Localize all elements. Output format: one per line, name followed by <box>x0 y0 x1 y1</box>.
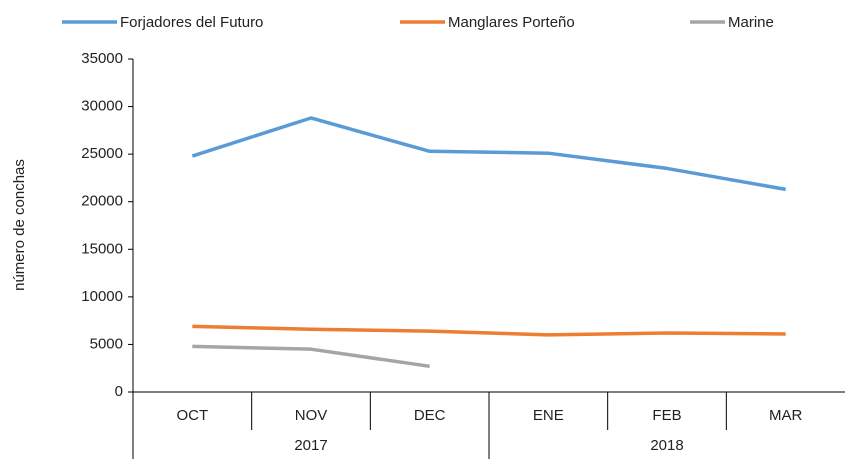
x-tick-label: DEC <box>414 407 446 424</box>
x-tick-label: ENE <box>533 407 564 424</box>
x-tick-label: NOV <box>295 407 328 424</box>
y-tick-label: 30000 <box>81 98 123 115</box>
y-tick-label: 35000 <box>81 50 123 67</box>
x-tick-label: FEB <box>652 407 681 424</box>
y-tick-label: 15000 <box>81 240 123 257</box>
x-tick-label: MAR <box>769 407 803 424</box>
legend-label: Manglares Porteño <box>448 14 575 31</box>
y-tick-label: 25000 <box>81 145 123 162</box>
y-tick-label: 0 <box>115 383 123 400</box>
series-line <box>191 116 786 192</box>
y-tick-label: 10000 <box>81 288 123 305</box>
y-tick-label: 5000 <box>90 335 123 352</box>
legend-label: Forjadores del Futuro <box>120 14 263 31</box>
legend-label: Marine <box>728 14 774 31</box>
group-label: 2017 <box>294 437 327 454</box>
y-axis-label: número de conchas <box>11 159 28 291</box>
y-tick-label: 20000 <box>81 193 123 210</box>
group-label: 2018 <box>650 437 683 454</box>
x-tick-label: OCT <box>176 407 208 424</box>
series-line <box>192 344 430 369</box>
series-line <box>192 324 786 337</box>
